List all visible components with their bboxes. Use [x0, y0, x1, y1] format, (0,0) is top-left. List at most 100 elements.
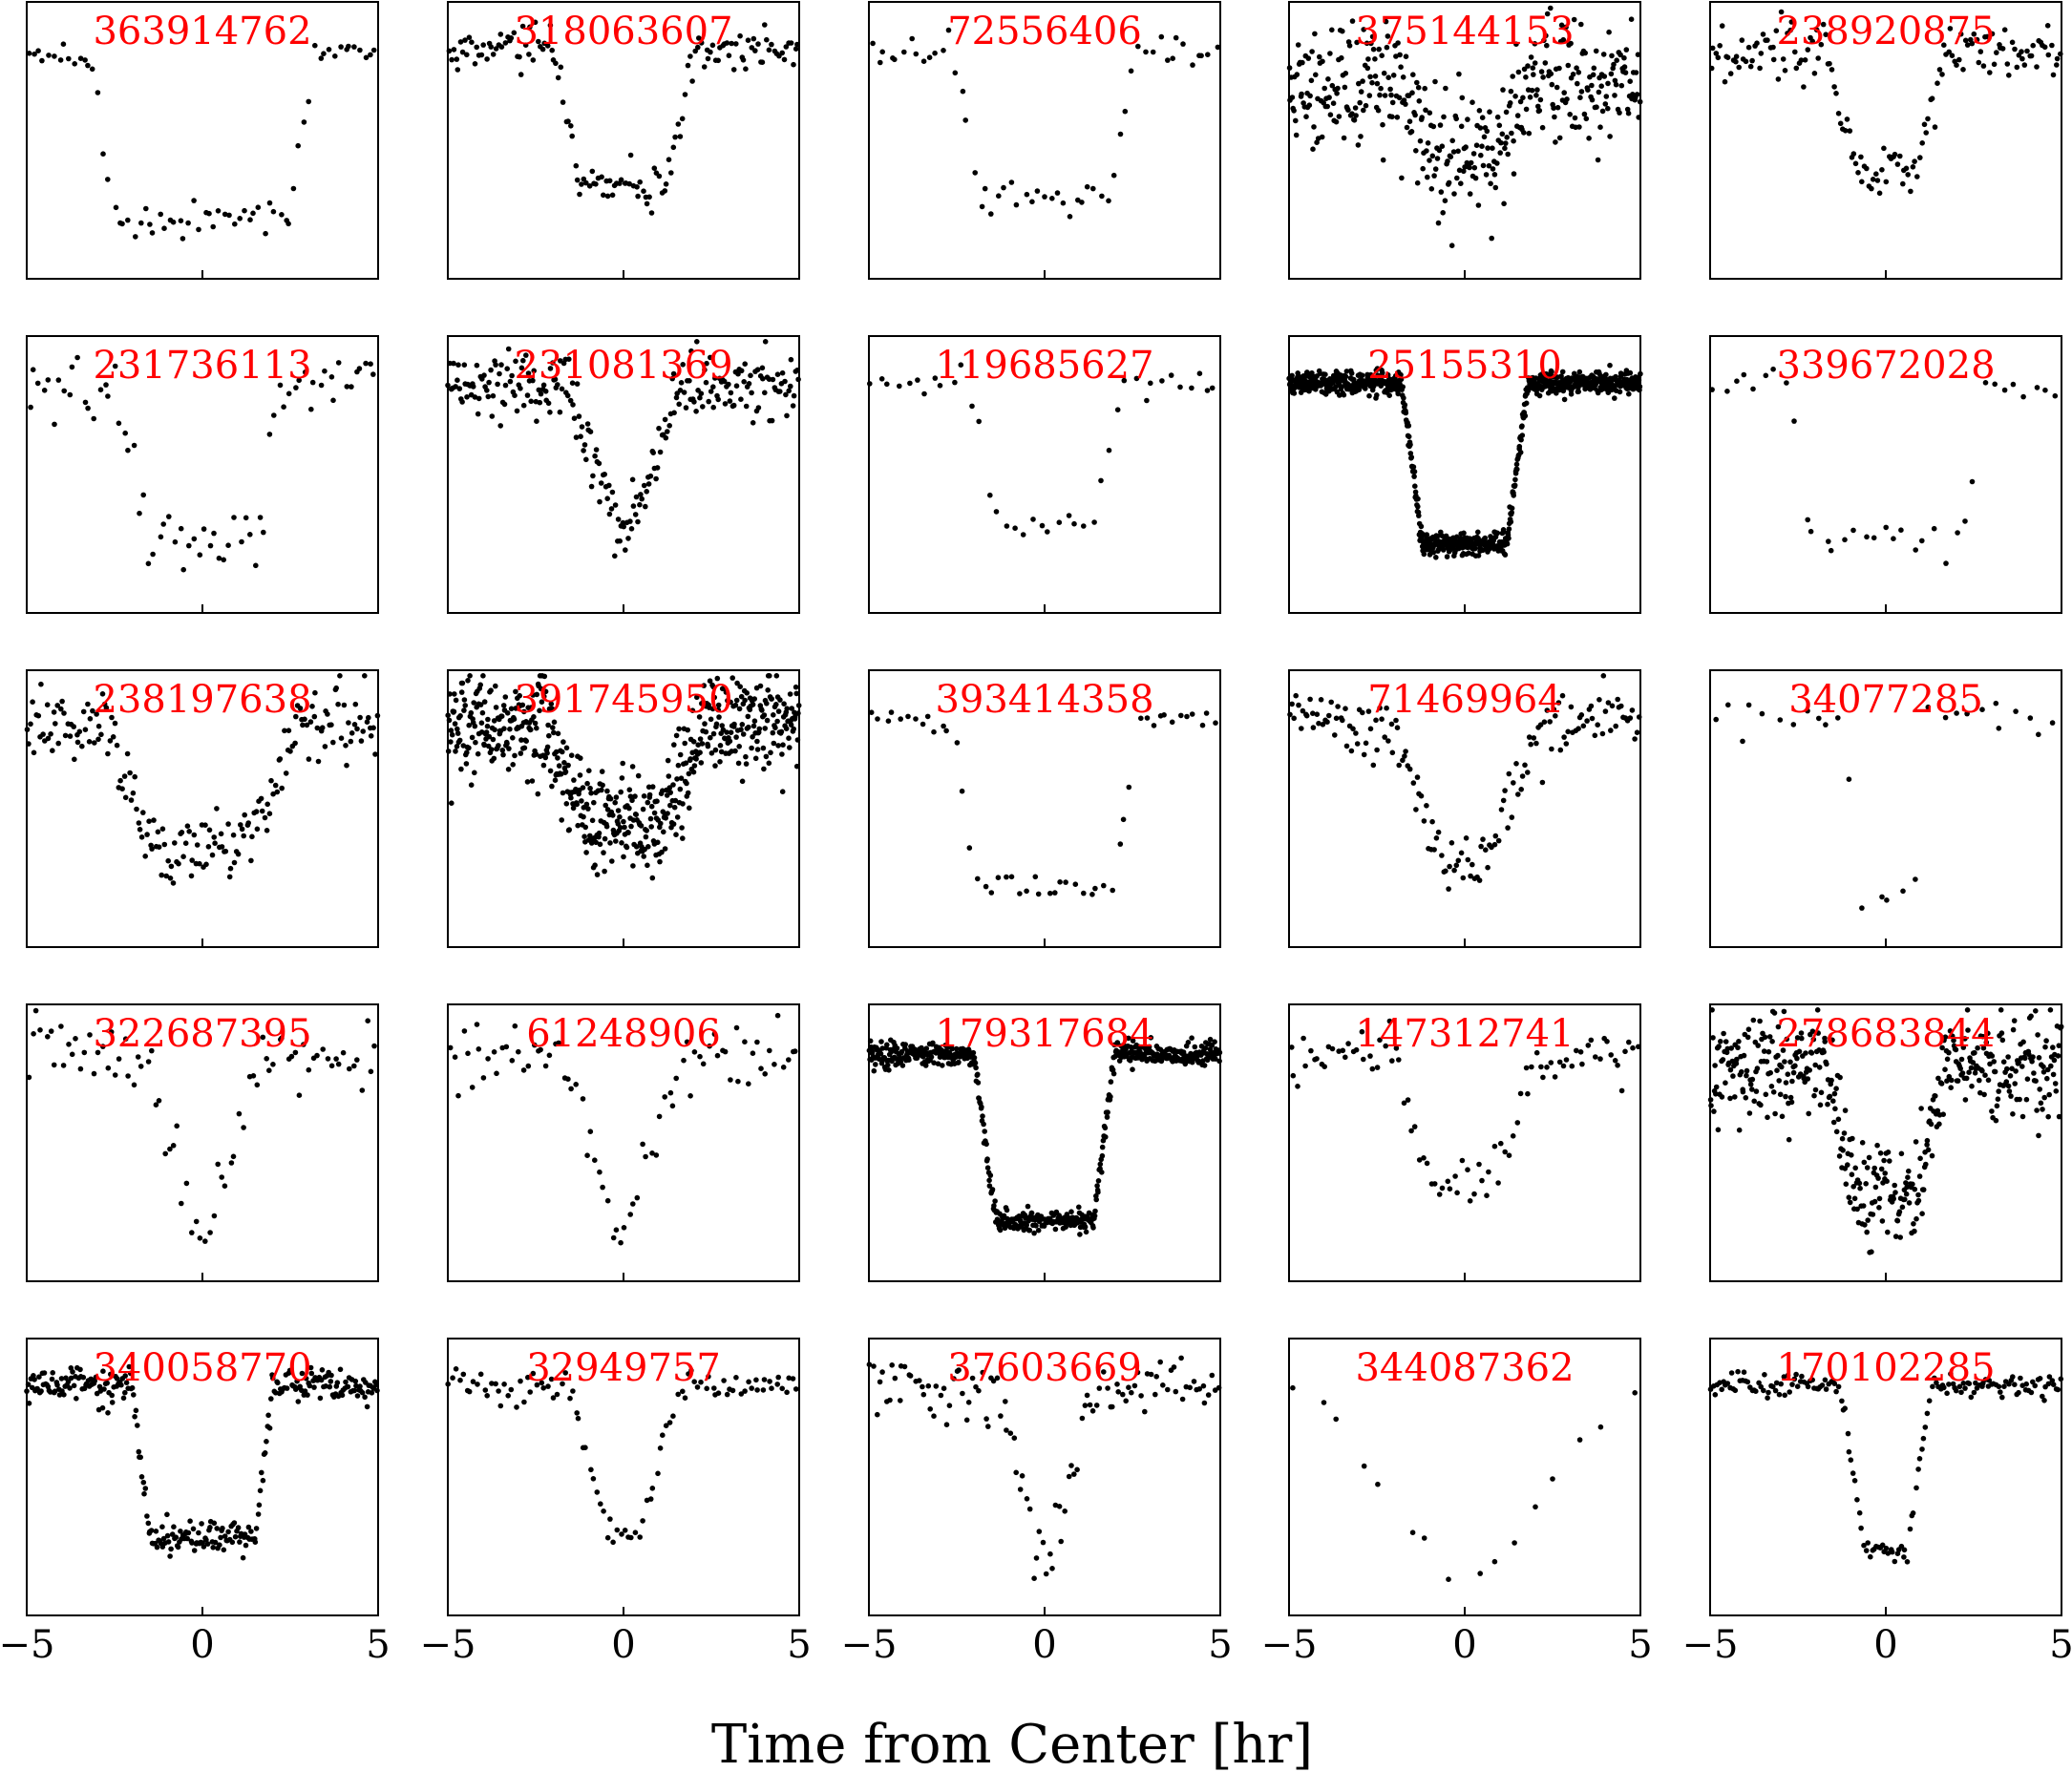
data-point	[596, 460, 603, 467]
data-point	[609, 489, 616, 496]
data-point	[1793, 65, 1800, 72]
data-point	[1746, 1110, 1753, 1116]
data-point	[1935, 1108, 1941, 1114]
data-point	[1525, 770, 1531, 775]
data-point	[1791, 418, 1797, 424]
data-point	[48, 731, 53, 737]
data-point	[1379, 53, 1385, 58]
data-point	[534, 1382, 540, 1388]
data-point	[1309, 369, 1315, 376]
data-point	[1033, 1223, 1039, 1229]
data-point	[738, 396, 744, 403]
data-point	[191, 832, 198, 838]
data-point	[340, 1049, 347, 1056]
data-point	[35, 712, 42, 719]
data-point	[2044, 1075, 2050, 1082]
data-point	[1469, 861, 1475, 868]
data-point	[203, 861, 209, 868]
data-point	[472, 394, 478, 400]
data-point	[868, 709, 875, 715]
data-point	[703, 728, 709, 735]
data-point	[739, 778, 746, 785]
data-point	[1966, 1069, 1972, 1075]
data-point	[477, 1371, 484, 1378]
data-point	[1514, 1120, 1521, 1126]
data-points	[26, 1007, 377, 1244]
data-point	[716, 714, 722, 720]
data-point	[481, 372, 487, 378]
data-point	[1024, 888, 1029, 895]
data-point	[649, 1150, 655, 1156]
data-point	[250, 210, 256, 217]
data-point	[328, 1379, 334, 1384]
data-point	[306, 98, 312, 105]
data-point	[465, 678, 471, 684]
data-point	[61, 710, 67, 716]
data-point	[68, 1375, 74, 1382]
data-point	[500, 703, 507, 708]
data-point	[1075, 197, 1081, 203]
data-point	[1709, 45, 1716, 52]
x-tick-label: 0	[190, 1623, 214, 1667]
data-point	[1071, 520, 1077, 527]
data-point	[349, 384, 354, 390]
data-point	[493, 46, 499, 52]
data-point	[1816, 715, 1822, 722]
data-point	[920, 58, 927, 64]
data-point	[1829, 1077, 1834, 1084]
data-point	[1557, 747, 1564, 753]
data-point	[2048, 1063, 2054, 1069]
data-point	[619, 840, 624, 846]
data-point	[1396, 762, 1402, 769]
data-point	[607, 1516, 613, 1522]
data-point	[193, 1218, 200, 1225]
data-point	[2021, 62, 2028, 68]
data-point	[1334, 91, 1340, 96]
data-point	[745, 713, 751, 720]
data-point	[1957, 1065, 1963, 1071]
data-point	[187, 1518, 193, 1524]
data-point	[1963, 1075, 1970, 1082]
data-point	[1511, 780, 1516, 786]
data-point	[1308, 77, 1315, 84]
data-point	[1515, 69, 1522, 75]
data-point	[1913, 1215, 1919, 1222]
data-point	[2040, 1107, 2045, 1112]
data-point	[1989, 31, 1996, 37]
data-point	[755, 41, 761, 47]
data-point	[1732, 1094, 1738, 1100]
data-point	[648, 210, 655, 216]
data-point	[1849, 1152, 1854, 1158]
data-point	[1627, 715, 1634, 721]
data-point	[660, 788, 666, 793]
data-point	[499, 748, 506, 753]
data-point	[67, 1385, 73, 1391]
data-point	[1977, 49, 1984, 54]
data-point	[1425, 174, 1430, 180]
data-point	[1509, 510, 1514, 516]
data-point	[1544, 1065, 1550, 1070]
data-point	[1414, 774, 1421, 780]
data-point	[1574, 65, 1579, 71]
data-point	[2030, 42, 2036, 49]
data-point	[1364, 40, 1370, 47]
data-point	[540, 382, 547, 389]
data-point	[281, 404, 286, 411]
data-point	[2016, 1059, 2021, 1065]
data-point	[507, 726, 513, 732]
data-point	[77, 1065, 84, 1072]
data-point	[105, 177, 111, 182]
data-point	[892, 56, 898, 63]
data-point	[530, 1370, 537, 1377]
data-point	[743, 761, 750, 767]
data-point	[1306, 102, 1313, 108]
data-point	[655, 1470, 661, 1477]
data-point	[589, 817, 596, 824]
data-point	[1437, 122, 1444, 128]
data-point	[54, 1382, 60, 1388]
data-point	[1969, 40, 1976, 47]
data-point	[1519, 773, 1526, 779]
data-point	[87, 1032, 93, 1038]
data-point	[149, 846, 155, 852]
